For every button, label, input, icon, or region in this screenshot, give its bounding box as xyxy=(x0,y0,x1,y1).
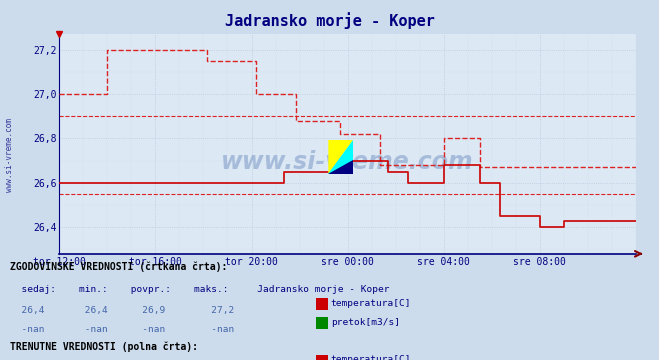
Text: TRENUTNE VREDNOSTI (polna črta):: TRENUTNE VREDNOSTI (polna črta): xyxy=(10,341,198,352)
Polygon shape xyxy=(328,140,353,174)
Polygon shape xyxy=(328,140,353,174)
Text: temperatura[C]: temperatura[C] xyxy=(331,356,411,360)
Text: Jadransko morje - Koper: Jadransko morje - Koper xyxy=(225,13,434,30)
Text: -nan       -nan      -nan        -nan: -nan -nan -nan -nan xyxy=(10,324,234,333)
Bar xyxy=(316,355,328,360)
Text: temperatura[C]: temperatura[C] xyxy=(331,299,411,308)
Bar xyxy=(316,298,328,310)
Text: pretok[m3/s]: pretok[m3/s] xyxy=(331,318,400,327)
Polygon shape xyxy=(328,160,353,174)
Text: 26,4       26,4      26,9        27,2: 26,4 26,4 26,9 27,2 xyxy=(10,306,234,315)
Text: ZGODOVINSKE VREDNOSTI (črtkana črta):: ZGODOVINSKE VREDNOSTI (črtkana črta): xyxy=(10,262,227,273)
Bar xyxy=(316,317,328,329)
Text: sedaj:    min.:    povpr.:    maks.:     Jadransko morje - Koper: sedaj: min.: povpr.: maks.: Jadransko mo… xyxy=(10,285,389,294)
Text: www.si-vreme.com: www.si-vreme.com xyxy=(221,149,474,174)
Text: www.si-vreme.com: www.si-vreme.com xyxy=(5,118,14,192)
